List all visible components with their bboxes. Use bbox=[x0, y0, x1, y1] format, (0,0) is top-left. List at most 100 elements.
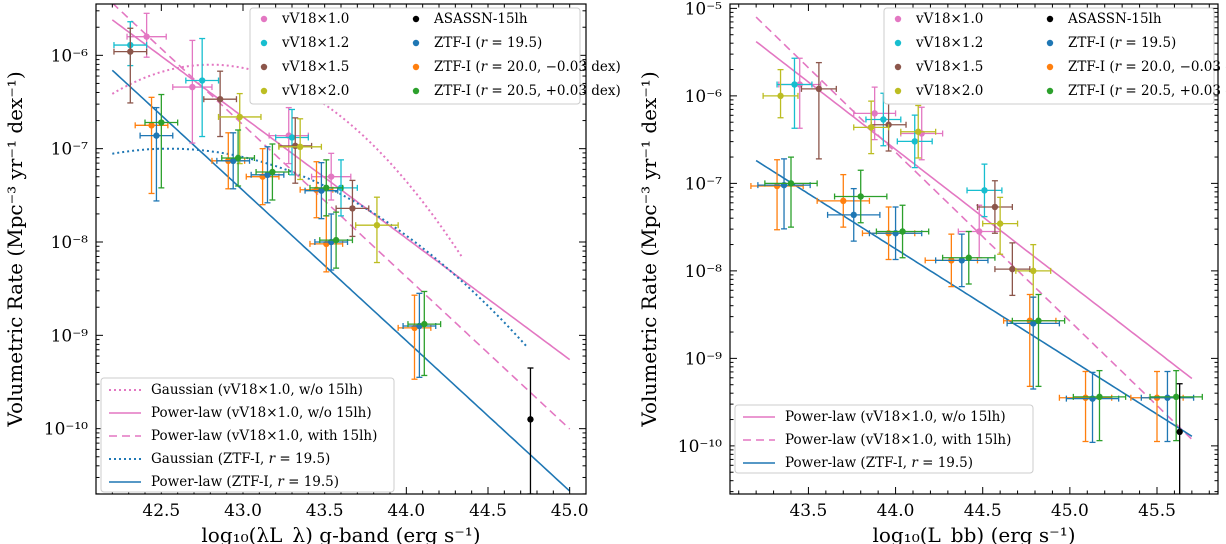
point-marker bbox=[1176, 428, 1183, 436]
legend-marker bbox=[412, 87, 420, 95]
x-tick-label: 44.0 bbox=[387, 501, 425, 521]
y-tick-label: 10⁻⁶ bbox=[51, 46, 89, 66]
point-marker bbox=[230, 157, 237, 164]
legend-label: Power-law (vV18×1.0, w/o 15lh) bbox=[785, 409, 1006, 425]
series-vv18-2-0 bbox=[762, 68, 1052, 298]
point-marker bbox=[332, 236, 340, 244]
data-point bbox=[1149, 369, 1203, 442]
data-point bbox=[853, 100, 890, 155]
point-marker bbox=[773, 182, 781, 190]
point-marker bbox=[269, 168, 276, 176]
data-point bbox=[221, 129, 256, 187]
legend-marker bbox=[894, 87, 902, 95]
plot-area bbox=[750, 16, 1203, 494]
data-point bbox=[1002, 293, 1057, 388]
legend-bottom-left: Gaussian (vV18×1.0, w/o 15lh) Power-law (… bbox=[100, 377, 395, 493]
legend-label: Gaussian (vV18×1.0, w/o 15lh) bbox=[151, 382, 363, 398]
point-marker bbox=[850, 211, 857, 219]
data-point bbox=[527, 367, 534, 494]
curve-power-law-ztf-i-r-19-5 bbox=[755, 159, 1193, 437]
point-marker bbox=[815, 85, 823, 93]
legend-marker bbox=[1046, 63, 1054, 71]
data-point bbox=[875, 204, 930, 259]
legend-marker bbox=[894, 15, 902, 23]
legend-marker bbox=[1046, 15, 1054, 23]
legend-label: ZTF-I (r = 20.5, +0.03 dex) bbox=[1068, 83, 1226, 99]
point-marker bbox=[158, 119, 165, 126]
data-point bbox=[1058, 370, 1113, 443]
x-tick-label: 44.0 bbox=[877, 501, 915, 521]
point-marker bbox=[991, 203, 999, 211]
legend-label: ZTF-I (r = 19.5) bbox=[1068, 35, 1176, 51]
data-point bbox=[309, 159, 344, 217]
legend-marker bbox=[260, 15, 268, 23]
legend-marker bbox=[412, 39, 420, 47]
point-marker bbox=[1009, 265, 1016, 273]
data-point bbox=[816, 173, 871, 228]
data-point bbox=[896, 114, 933, 169]
point-marker bbox=[127, 48, 134, 55]
curve-power-law-vv18-1-0-with-15lh bbox=[755, 16, 1193, 440]
data-point bbox=[275, 108, 309, 176]
point-marker bbox=[216, 96, 224, 103]
y-tick-label: 10⁻⁸ bbox=[51, 233, 89, 253]
data-point bbox=[407, 290, 442, 377]
series-ztf-i-r-20-5-0-03-dex bbox=[764, 156, 1203, 442]
legend-top-left: vV18×1.0 ASASSN-15lh vV18×1.2 ZTF-I (r = 19… bbox=[249, 7, 621, 105]
data-point bbox=[113, 27, 148, 104]
legend-bottom-right: Power-law (vV18×1.0, w/o 15lh) Power-law … bbox=[734, 404, 1034, 474]
data-point bbox=[935, 233, 989, 288]
x-tick-label: 43.0 bbox=[224, 501, 262, 521]
data-point bbox=[776, 57, 813, 129]
x-axis-label: log₁₀(λL_λ) g-band (erg s⁻¹) bbox=[201, 523, 480, 544]
x-tick-label: 44.5 bbox=[469, 501, 507, 521]
point-marker bbox=[349, 205, 356, 212]
point-marker bbox=[236, 113, 243, 121]
legend-marker bbox=[894, 39, 902, 47]
data-point bbox=[966, 163, 1003, 218]
series-asassn-15lh bbox=[1176, 383, 1183, 494]
legend-marker bbox=[260, 39, 268, 47]
data-point bbox=[319, 211, 354, 269]
data-point bbox=[203, 70, 238, 138]
data-point bbox=[1065, 371, 1120, 444]
x-tick-label: 45.5 bbox=[1138, 501, 1176, 521]
data-point bbox=[1015, 243, 1052, 298]
legend-label: Power-law (vV18×1.0, with 15lh) bbox=[785, 432, 1011, 448]
point-marker bbox=[264, 171, 271, 178]
point-marker bbox=[323, 184, 330, 192]
legend-marker bbox=[412, 63, 420, 71]
legend-marker bbox=[260, 63, 268, 71]
y-tick-label: 10⁻⁹ bbox=[685, 349, 723, 369]
curve-power-law-vv18-1-0-w-o-15lh bbox=[755, 40, 1193, 380]
point-marker bbox=[1030, 320, 1037, 327]
x-axis-label: log₁₀(L_bb) (erg s⁻¹) bbox=[872, 523, 1075, 544]
data-point bbox=[757, 158, 811, 230]
legend-label: ZTF-I (r = 20.0, −0.03 dex) bbox=[434, 59, 621, 75]
point-marker bbox=[1035, 317, 1042, 324]
data-point bbox=[278, 118, 323, 181]
x-tick-label: 45.0 bbox=[1051, 501, 1089, 521]
x-tick-label: 45.0 bbox=[551, 501, 589, 521]
legend-marker bbox=[260, 87, 268, 95]
data-point bbox=[957, 204, 1001, 259]
data-point bbox=[402, 292, 437, 378]
legend-label: Power-law (vV18×1.0, w/o 15lh) bbox=[151, 405, 372, 421]
data-point bbox=[764, 156, 818, 228]
data-point bbox=[982, 196, 1019, 255]
series-vv18-1-5 bbox=[113, 27, 370, 238]
legend-label: ASASSN-15lh bbox=[1067, 11, 1162, 27]
legend-label: vV18×1.2 bbox=[915, 35, 983, 51]
point-marker bbox=[148, 122, 155, 129]
series-vv18-2-0 bbox=[217, 92, 399, 264]
x-tick-label: 43.5 bbox=[789, 501, 827, 521]
point-marker bbox=[1172, 393, 1180, 401]
y-tick-label: 10⁻⁵ bbox=[685, 0, 723, 19]
legend-label: vV18×1.2 bbox=[281, 35, 349, 51]
point-marker bbox=[840, 197, 847, 205]
point-marker bbox=[1164, 394, 1171, 401]
data-point bbox=[762, 68, 799, 119]
point-marker bbox=[867, 124, 875, 131]
point-marker bbox=[234, 154, 242, 162]
